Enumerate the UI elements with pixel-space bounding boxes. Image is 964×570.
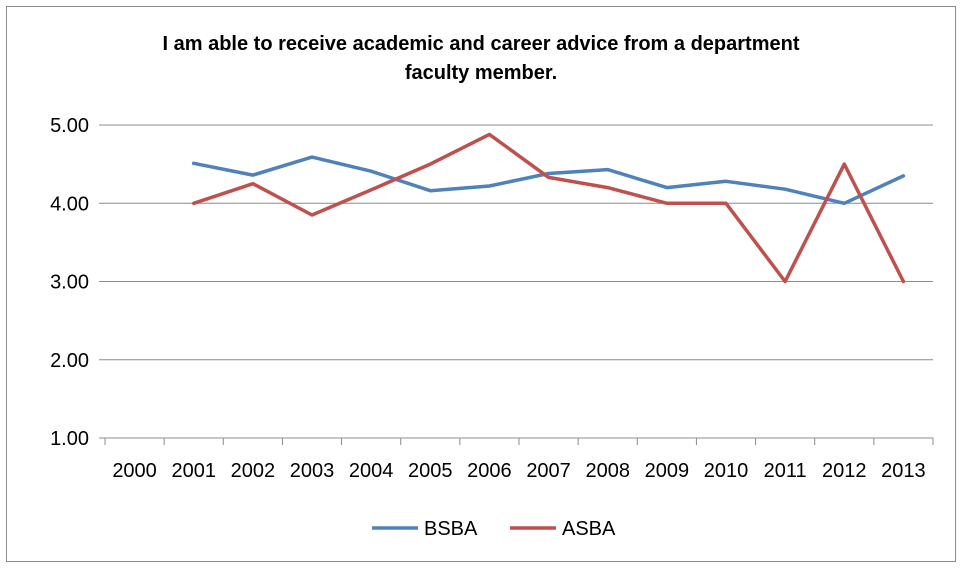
- series-line-bsba: [194, 157, 904, 203]
- x-tick-label: 2008: [585, 460, 630, 482]
- x-tick-label: 2003: [290, 460, 335, 482]
- x-tick-label: 2004: [349, 460, 394, 482]
- x-tick-label: 2013: [881, 460, 926, 482]
- y-tick-label: 1.00: [50, 428, 89, 450]
- x-tick-label: 2011: [764, 460, 807, 482]
- legend-label-asba: ASBA: [562, 518, 616, 540]
- x-tick-label: 2006: [467, 460, 512, 482]
- x-tick-label: 2012: [822, 460, 867, 482]
- y-tick-label: 2.00: [50, 350, 89, 372]
- x-tick-label: 2009: [645, 460, 690, 482]
- x-tick-label: 2000: [112, 460, 157, 482]
- x-tick-label: 2001: [171, 460, 216, 482]
- x-tick-label: 2010: [704, 460, 749, 482]
- series-line-asba: [194, 134, 904, 281]
- y-tick-label: 4.00: [50, 193, 89, 215]
- x-tick-label: 2002: [231, 460, 276, 482]
- x-tick-label: 2007: [526, 460, 571, 482]
- y-tick-label: 3.00: [50, 272, 89, 294]
- legend-label-bsba: BSBA: [424, 518, 478, 540]
- x-tick-label: 2005: [408, 460, 453, 482]
- y-tick-label: 5.00: [50, 115, 89, 137]
